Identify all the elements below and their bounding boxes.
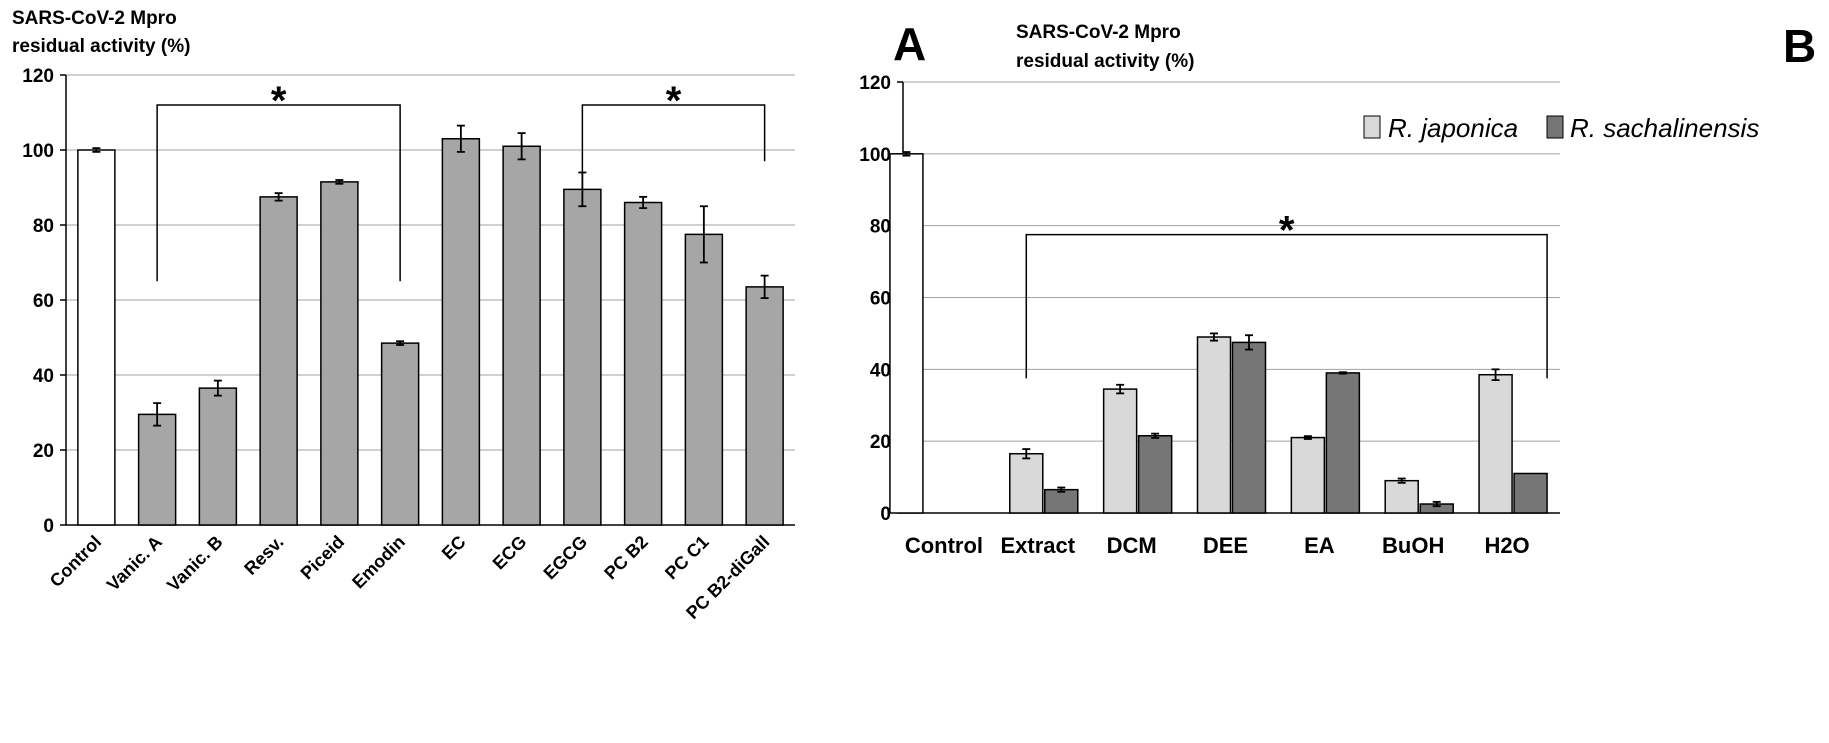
y-tick-label: 80 <box>33 216 54 237</box>
panel-b-legend: R. japonica R. sachalinensis <box>1363 113 1759 143</box>
bar-japonica <box>1478 373 1513 514</box>
panel-b-plot: 0 20 40 60 80 100 120 Control Extract DCM DEE EA BuO… <box>859 73 1560 558</box>
x-tick-label: Control <box>46 532 105 591</box>
legend-swatch-sachalinensis <box>1546 115 1564 139</box>
panel-b-ylabel-line1: SARS-CoV-2 Mpro <box>1016 22 1181 43</box>
x-tick-label: EA <box>1304 533 1335 558</box>
bar-japonica <box>1102 388 1138 514</box>
y-tick-label: 0 <box>43 516 54 537</box>
panel-b-ylabel-line2: residual activity (%) <box>1016 51 1194 72</box>
legend-swatch-japonica <box>1363 115 1381 139</box>
x-tick-label: Emodin <box>348 532 409 593</box>
y-tick-label: 100 <box>859 145 891 166</box>
x-tick-label: EC <box>438 532 470 564</box>
x-tick-label: PC C1 <box>661 532 713 584</box>
bar <box>623 201 663 526</box>
bar-sachalinensis <box>1325 372 1361 514</box>
panel-a-letter: A <box>893 18 926 70</box>
x-tick-label: Vanic. B <box>163 532 227 596</box>
x-tick-label: EGCG <box>540 532 592 584</box>
bar <box>198 387 238 526</box>
significance-bracket <box>156 104 401 282</box>
bar <box>380 342 420 526</box>
bar <box>137 413 177 526</box>
y-tick-label: 40 <box>870 360 891 381</box>
x-tick-label: H2O <box>1484 533 1529 558</box>
panel-b-letter: B <box>1783 20 1816 72</box>
bar-japonica <box>1290 436 1326 514</box>
x-tick-label: Control <box>905 533 983 558</box>
bar-sachalinensis <box>1137 435 1173 514</box>
y-tick-label: 100 <box>22 141 54 162</box>
bar <box>684 233 724 526</box>
x-tick-label: PC B2 <box>600 532 652 584</box>
x-tick-label: DEE <box>1203 533 1248 558</box>
bar <box>259 196 298 526</box>
bar-control <box>889 153 924 514</box>
y-tick-label: 80 <box>870 217 891 238</box>
x-tick-label: BuOH <box>1382 533 1444 558</box>
bar <box>502 145 541 526</box>
bar-japonica <box>1384 479 1419 514</box>
y-tick-label: 20 <box>33 441 54 462</box>
y-tick-label: 40 <box>33 366 54 387</box>
bar-japonica <box>1196 336 1232 514</box>
significance-star: * <box>271 79 287 123</box>
significance-bracket <box>1025 233 1548 379</box>
bar-japonica <box>1009 452 1044 514</box>
y-tick-label: 60 <box>33 291 54 312</box>
bar-sachalinensis <box>1044 488 1079 514</box>
y-tick-label: 120 <box>22 66 54 87</box>
x-tick-label: Resv. <box>240 532 287 579</box>
y-tick-label: 0 <box>880 504 891 525</box>
x-tick-label: Extract <box>1000 533 1075 558</box>
significance-star: * <box>666 79 682 123</box>
y-tick-label: 120 <box>859 73 891 94</box>
bar-sachalinensis <box>1513 472 1548 514</box>
y-tick-label: 20 <box>870 432 891 453</box>
bar <box>320 181 359 526</box>
x-tick-label: ECG <box>489 532 531 574</box>
legend-label-sachalinensis: R. sachalinensis <box>1570 113 1759 143</box>
bar <box>563 188 602 526</box>
bar <box>745 286 784 526</box>
bar-sachalinensis <box>1231 341 1267 514</box>
panel-a-ylabel-line1: SARS-CoV-2 Mpro <box>12 8 177 29</box>
x-tick-label: Vanic. A <box>103 532 166 595</box>
significance-star: * <box>1279 209 1295 253</box>
x-tick-label: DCM <box>1107 533 1157 558</box>
y-tick-label: 60 <box>870 289 891 310</box>
significance-bracket <box>581 104 766 173</box>
bar <box>441 138 481 526</box>
panel-a-ylabel-line2: residual activity (%) <box>12 36 190 57</box>
bar <box>77 149 116 526</box>
legend-label-japonica: R. japonica <box>1388 113 1518 143</box>
x-tick-label: Piceid <box>297 532 349 584</box>
